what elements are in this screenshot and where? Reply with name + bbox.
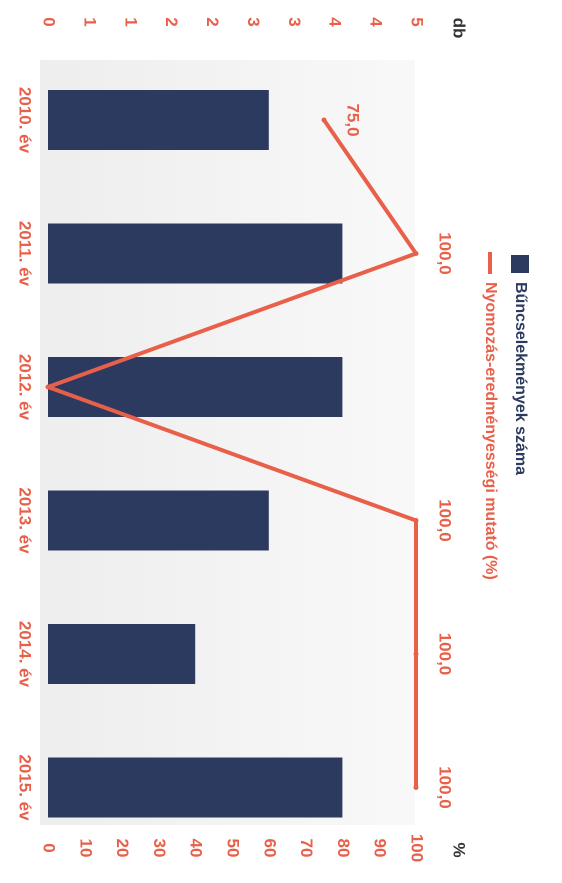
line-point — [413, 785, 419, 790]
line-data-label: 100,0 — [436, 232, 455, 275]
left-axis-tick: 2 — [162, 17, 181, 26]
bar — [48, 490, 269, 551]
right-axis-tick: 80 — [334, 839, 353, 858]
bar — [48, 757, 343, 818]
left-axis-tick: 3 — [285, 17, 304, 26]
right-axis-tick: 30 — [150, 839, 169, 858]
right-axis-tick: 50 — [224, 839, 243, 858]
line-data-label: 100,0 — [436, 633, 455, 676]
right-axis-tick: 20 — [113, 839, 132, 858]
right-axis-tick: 70 — [297, 839, 316, 858]
category-label: 2014. év — [16, 621, 35, 688]
category-label: 2011. év — [16, 221, 35, 287]
left-axis-label: db — [450, 18, 469, 39]
left-axis-tick: 1 — [80, 17, 99, 26]
right-axis-tick: 10 — [76, 839, 95, 858]
line-point — [413, 518, 419, 523]
line-data-label: 75,0 — [344, 103, 363, 136]
line-series — [46, 118, 418, 788]
right-axis-tick: 60 — [260, 839, 279, 858]
line-data-label: 100,0 — [436, 499, 455, 542]
line-point — [321, 117, 327, 123]
right-axis-label: % — [450, 842, 469, 857]
right-axis-tick: 100 — [408, 834, 427, 862]
left-axis-tick: 5 — [408, 17, 427, 26]
left-axis-tick: 4 — [326, 17, 345, 27]
legend-label-bars: Bűncselekmények száma — [512, 282, 529, 475]
line-data-label: 100,0 — [436, 766, 455, 809]
bar — [48, 624, 196, 684]
left-axis-tick: 0 — [40, 17, 59, 26]
category-label: 2010. év — [16, 87, 35, 154]
category-label: 2013. év — [16, 487, 35, 554]
background-photo — [40, 60, 415, 825]
bar — [48, 223, 343, 284]
right-axis-tick: 40 — [187, 839, 206, 858]
left-axis-tick: 3 — [244, 17, 263, 26]
line-point — [413, 651, 419, 657]
left-axis-tick: 2 — [203, 17, 222, 26]
legend-label-line: Nyomozás-eredményességi mutató (%) — [482, 282, 499, 580]
bar — [48, 357, 343, 417]
line-point — [413, 251, 419, 256]
left-axis-tick: 1 — [121, 17, 140, 26]
bar — [48, 90, 269, 150]
right-axis-tick: 0 — [40, 843, 59, 852]
category-label: 2012. év — [16, 354, 35, 421]
left-axis-tick: 4 — [367, 17, 386, 27]
category-label: 2015. év — [16, 754, 35, 821]
right-axis-tick: 90 — [371, 839, 390, 858]
line-point — [45, 384, 51, 390]
legend-swatch-bars — [511, 255, 529, 273]
